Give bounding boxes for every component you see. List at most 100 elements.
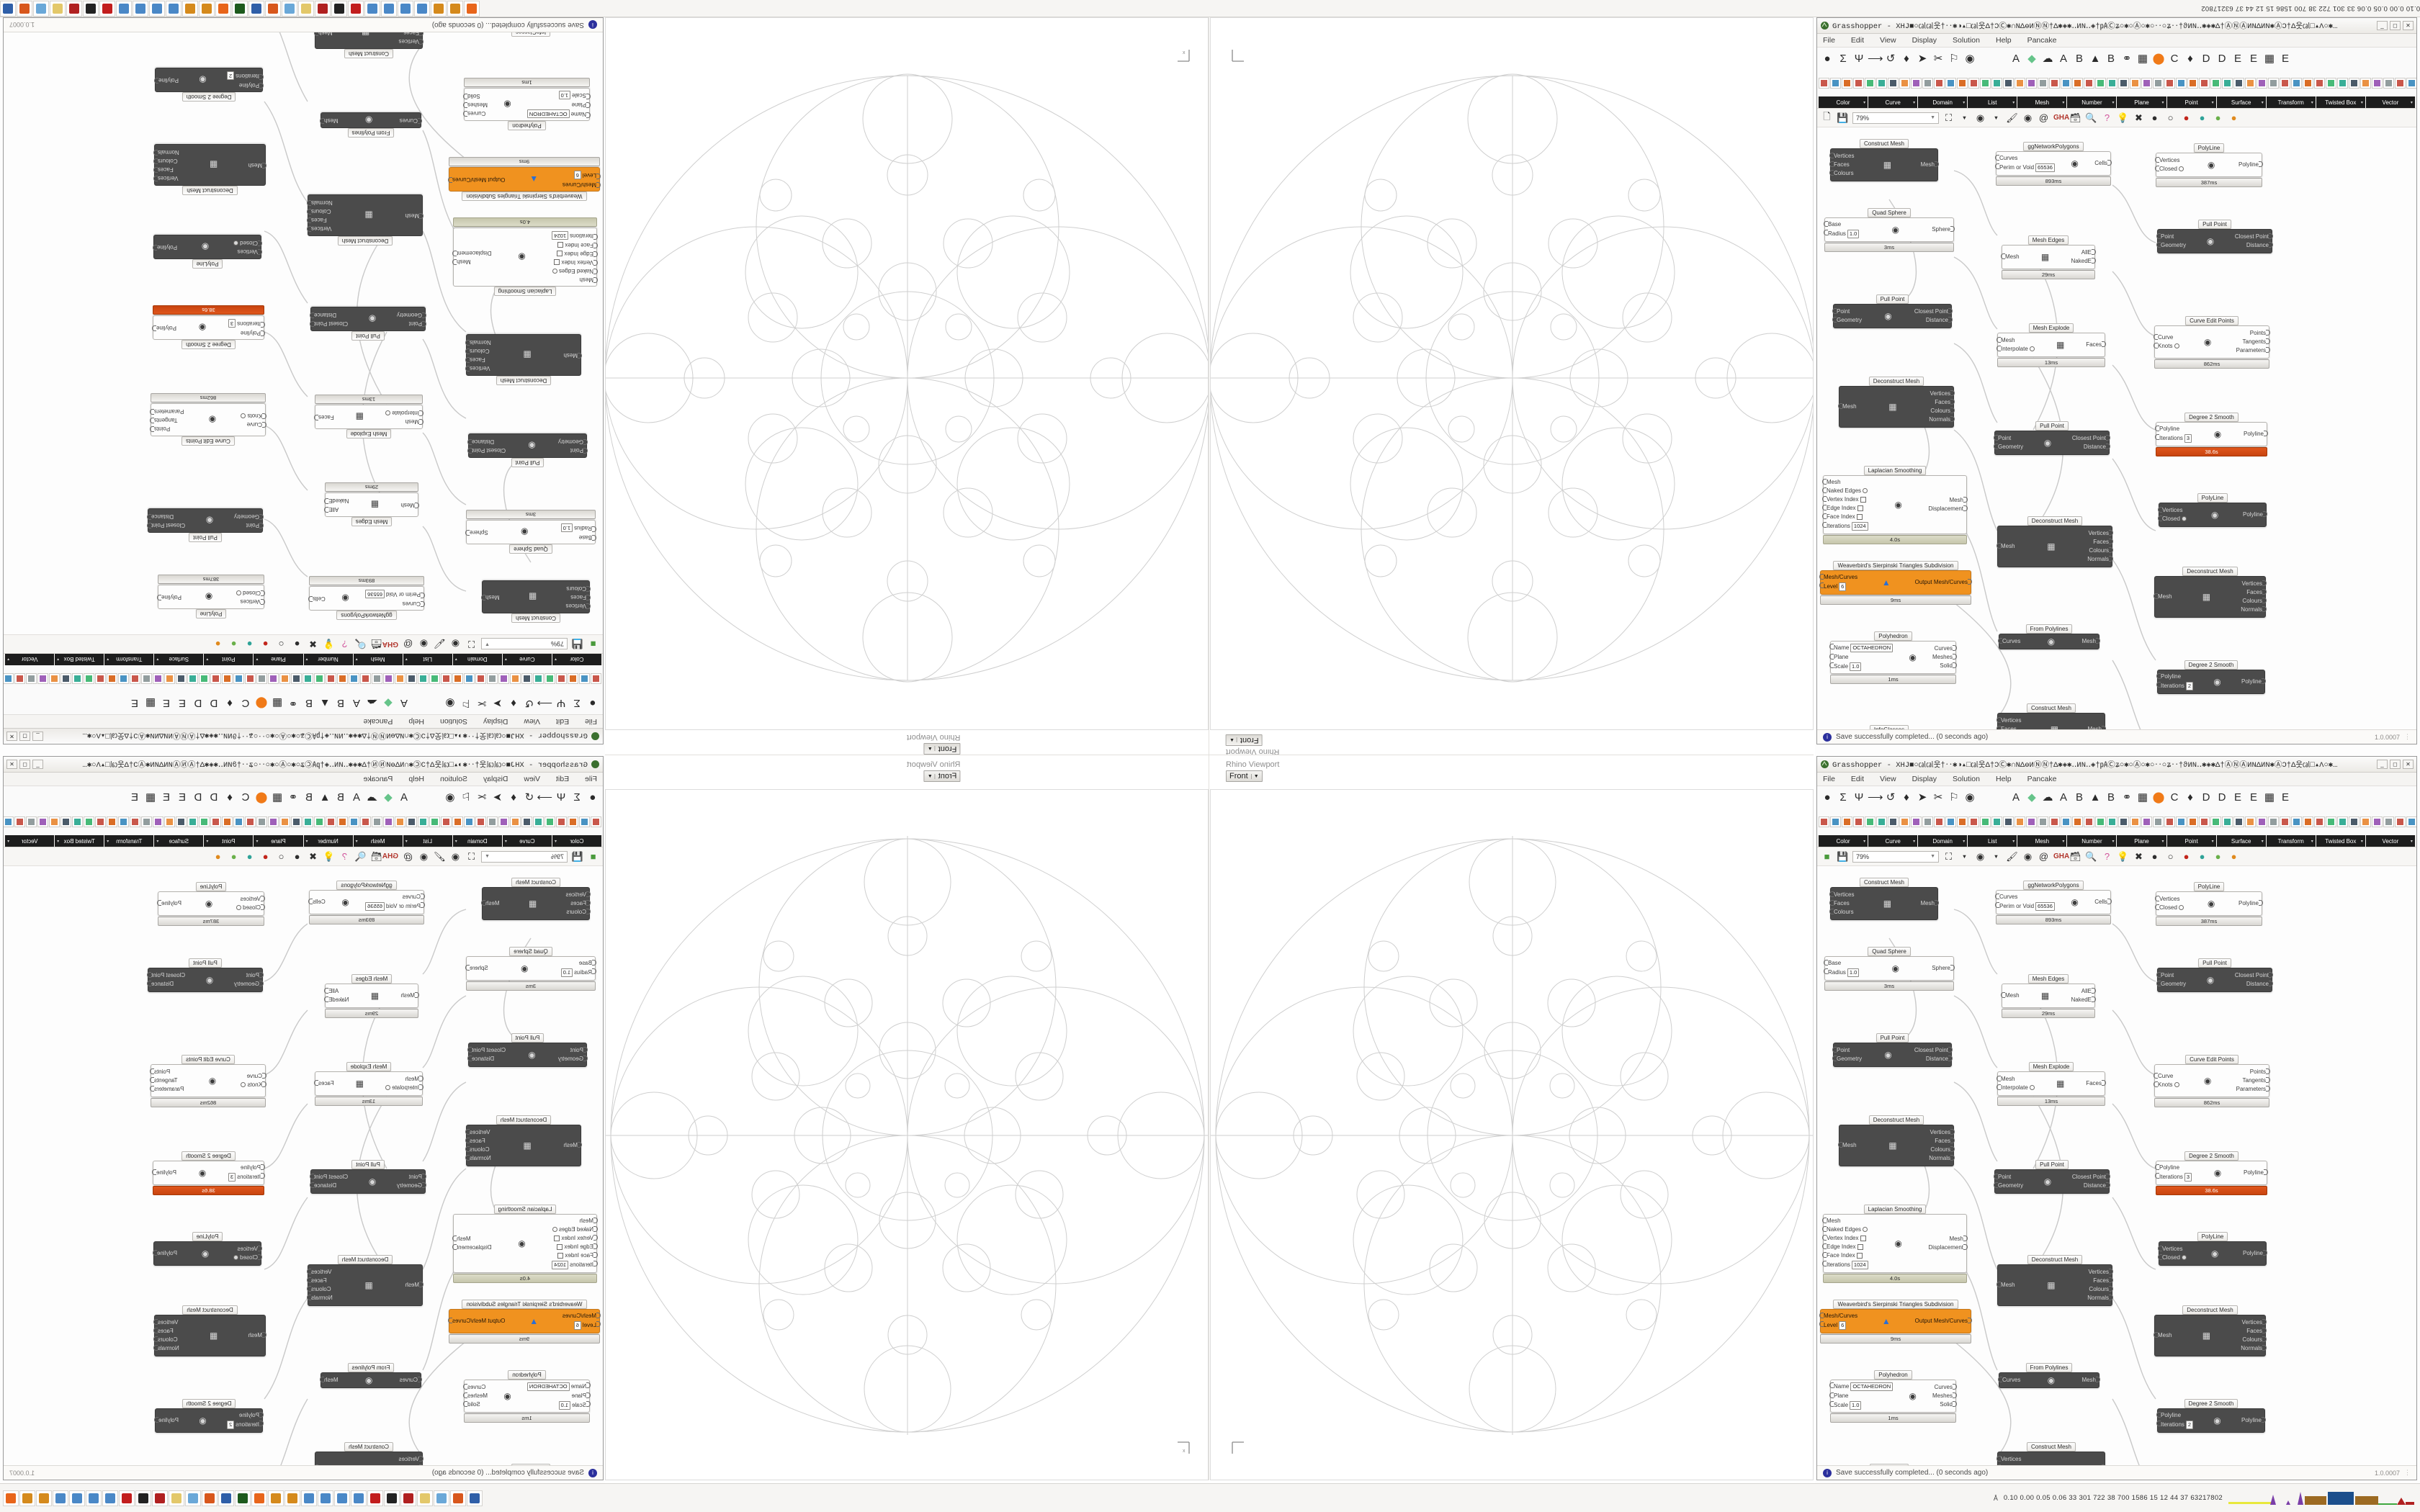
gh-output-param[interactable]: Vertices (307, 1269, 331, 1276)
component-chip[interactable] (556, 816, 567, 827)
component-chip[interactable] (579, 816, 590, 827)
gh-input-pin[interactable] (2156, 972, 2161, 978)
gh-output-param[interactable]: Closest Point (2235, 972, 2273, 979)
gh-input-pin[interactable] (262, 1073, 266, 1079)
gh-output-param[interactable]: Mesh (320, 1377, 339, 1384)
component-chip-row-br[interactable] (1817, 808, 2416, 835)
gh-input-pin[interactable] (421, 601, 425, 607)
gh-output-param[interactable]: Polyline (152, 1169, 176, 1176)
gh-input-param[interactable]: Mesh (1996, 337, 2015, 344)
gh-input-param[interactable]: Naked Edges (1822, 1226, 1868, 1233)
gh-output-param[interactable]: Output Mesh/Curves (1915, 1318, 1972, 1325)
gh-node-body[interactable]: Mesh Interpolate ▦ Faces (314, 1071, 424, 1096)
gh-output-pin[interactable] (150, 1086, 154, 1092)
bake-icon[interactable]: 🗃 (370, 850, 382, 862)
gh-output-pin[interactable] (2106, 435, 2110, 441)
psi-icon[interactable]: Ψ (556, 791, 566, 804)
gh-toggle-icon[interactable] (385, 1085, 390, 1091)
gh-input-param[interactable]: Scale1.0 (558, 91, 591, 99)
component-chip[interactable] (84, 673, 94, 685)
shield-icon[interactable]: ⚭ (288, 697, 298, 710)
component-chip[interactable] (84, 816, 94, 827)
component-chip[interactable] (2337, 77, 2348, 89)
gh-input-pin[interactable] (419, 1282, 424, 1287)
component-chip[interactable] (2406, 816, 2416, 827)
gh-node[interactable]: Pull Point Point Geometry ◉ Closest Point Dis… (1994, 421, 2110, 455)
gh-input-pin[interactable] (259, 1412, 264, 1418)
gh-input-param[interactable]: Geometry (234, 513, 264, 520)
gh-input-pin[interactable] (419, 410, 424, 416)
gh-input-param[interactable]: Closed (236, 589, 265, 596)
tab-vector[interactable]: Vector (5, 654, 55, 665)
component-chip[interactable] (2026, 816, 2037, 827)
component-chip[interactable] (302, 673, 313, 685)
gh-output-pin[interactable] (307, 1286, 311, 1292)
gh-node[interactable]: From Polylines Curves ◉ Mesh (1998, 1363, 2100, 1388)
gh-input-param[interactable]: Mesh (400, 501, 419, 508)
preview-eye-icon[interactable]: ◉ (451, 639, 460, 650)
gh-input-pin[interactable] (1996, 1282, 2001, 1287)
gh-toggle-icon[interactable] (2182, 516, 2187, 522)
menu-pancake[interactable]: Pancake (2027, 36, 2057, 45)
gh-input-pin[interactable] (578, 353, 582, 359)
component-chip[interactable] (2095, 816, 2106, 827)
gh-param-value[interactable]: 3 (228, 319, 236, 328)
tab-color[interactable]: Color (552, 835, 601, 847)
gh-output-pin[interactable] (2262, 589, 2267, 595)
gh-output-pin[interactable] (153, 1319, 158, 1325)
grid-icon[interactable]: ▦ (272, 791, 283, 804)
gh-input-pin[interactable] (261, 904, 265, 910)
bulb-icon[interactable]: 💡 (2117, 850, 2129, 862)
gh-output-pin[interactable] (448, 1318, 452, 1323)
gh-node[interactable]: Laplacian Smoothing Mesh Naked Edges Verte… (1822, 1205, 1968, 1283)
gh-input-pin[interactable] (2154, 1073, 2158, 1079)
gh-output-param[interactable]: Output Mesh/Curves (1915, 579, 1972, 586)
gh-output-pin[interactable] (154, 1417, 158, 1423)
gh-output-param[interactable]: Faces (153, 166, 174, 173)
gh-checkbox-icon[interactable] (1856, 513, 1863, 520)
component-chip[interactable] (544, 816, 555, 827)
gh-input-pin[interactable] (2154, 593, 2158, 599)
component-chip[interactable] (1968, 816, 1979, 827)
eye-icon[interactable]: ◉ (1965, 52, 1975, 65)
letter-e2-icon[interactable]: E (2249, 791, 2257, 804)
gh-param-value[interactable]: 1.0 (1847, 968, 1860, 977)
gh-node[interactable]: Deconstruct Mesh Mesh ▦ Vertices Faces Colour… (1996, 516, 2113, 567)
gh-node[interactable]: Deconstruct Mesh Mesh ▦ Vertices Faces Colour… (307, 194, 424, 246)
component-chip[interactable] (2291, 77, 2302, 89)
component-chip[interactable] (337, 673, 348, 685)
taskbar-gimp2-icon[interactable] (17, 0, 32, 17)
gh-param-value[interactable]: 65536 (2035, 902, 2055, 911)
component-chip[interactable] (372, 673, 382, 685)
gh-output-pin[interactable] (307, 226, 311, 232)
gh-output-pin[interactable] (153, 167, 158, 173)
gh-input-pin[interactable] (261, 330, 265, 336)
gh-input-param[interactable]: Polyline (2155, 1164, 2179, 1171)
grasshopper-window-bottom-left[interactable]: Grasshopper - XHJ■○㎈㎈웃†‥✱◑▴□㎈웃Δ†ƆⒸ✱∩ΝΔөИ… (3, 756, 604, 1480)
component-chip[interactable] (1876, 77, 1887, 89)
cross-icon[interactable]: ✖ (309, 850, 317, 862)
gh-input-param[interactable]: Mesh (2001, 992, 2020, 999)
component-chip[interactable] (1968, 77, 1979, 89)
tab-surface[interactable]: Surface (2216, 835, 2266, 847)
gh-toggle-icon[interactable] (2179, 166, 2184, 172)
gh-input-param[interactable]: Mesh (1822, 1218, 1841, 1225)
gh-toggle-icon[interactable] (2182, 1255, 2187, 1261)
gh-param-value[interactable]: 1.0 (558, 91, 570, 99)
gh-output-param[interactable]: Output Mesh/Curves (448, 176, 505, 183)
gh-input-param[interactable]: Base (1824, 960, 1841, 967)
gh-output-pin[interactable] (463, 1392, 467, 1398)
rhino-viewport-bottom-right[interactable] (1210, 789, 1814, 1480)
tab-vector[interactable]: Vector (5, 835, 55, 847)
taskbar-gimp-icon[interactable] (447, 0, 463, 17)
gh-input-pin[interactable] (1829, 644, 1834, 649)
gh-input-param[interactable]: Mesh (1996, 1076, 2015, 1083)
gh-param-value[interactable]: 1.0 (1850, 662, 1862, 671)
gh-input-param[interactable]: Vertex Index (554, 1235, 598, 1242)
gh-output-param[interactable]: Polyline (153, 1250, 177, 1257)
gh-input-pin[interactable] (2155, 904, 2159, 910)
